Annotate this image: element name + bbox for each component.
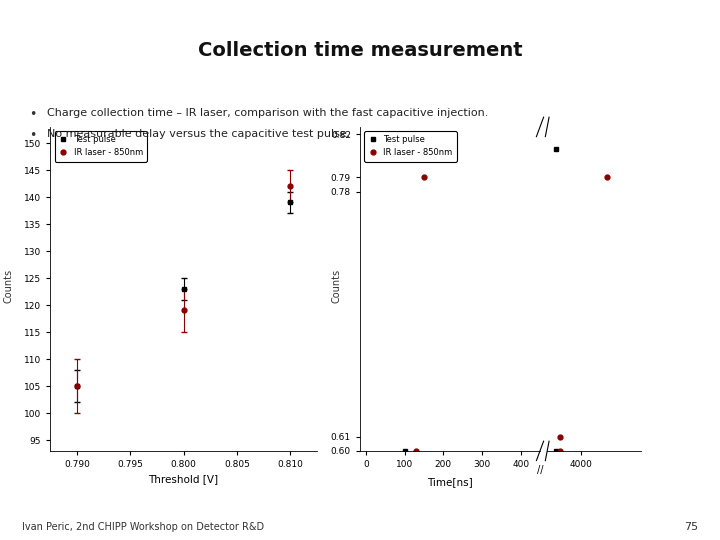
Legend: Test pulse, IR laser - 850nm: Test pulse, IR laser - 850nm (364, 131, 456, 161)
Text: •: • (29, 129, 36, 141)
Text: 75: 75 (684, 522, 698, 531)
Text: //: // (536, 465, 544, 475)
Text: Time[ns]: Time[ns] (427, 477, 473, 487)
Text: Ivan Peric, 2nd CHIPP Workshop on Detector R&D: Ivan Peric, 2nd CHIPP Workshop on Detect… (22, 522, 264, 531)
Text: Counts: Counts (4, 269, 14, 303)
Legend: Test pulse, IR laser - 850nm: Test pulse, IR laser - 850nm (55, 131, 147, 161)
Text: No measurable delay versus the capacitive test pulse.: No measurable delay versus the capacitiv… (47, 129, 350, 139)
Text: Counts: Counts (332, 269, 342, 303)
Text: •: • (29, 108, 36, 121)
X-axis label: Threshold [V]: Threshold [V] (148, 475, 219, 484)
Text: Collection time measurement: Collection time measurement (198, 41, 522, 60)
Text: Charge collection time – IR laser, comparison with the fast capacitive injection: Charge collection time – IR laser, compa… (47, 108, 488, 118)
